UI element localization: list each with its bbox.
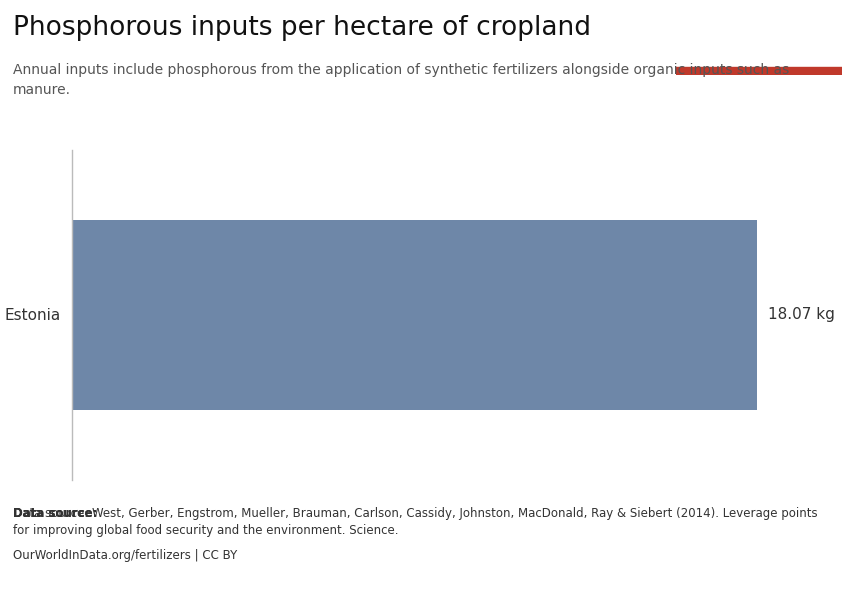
Text: 18.07 kg: 18.07 kg — [768, 307, 835, 323]
Bar — [72, 220, 756, 410]
Text: Annual inputs include phosphorous from the application of synthetic fertilizers : Annual inputs include phosphorous from t… — [13, 63, 789, 97]
Text: Our World
in Data: Our World in Data — [721, 23, 796, 52]
Text: OurWorldInData.org/fertilizers | CC BY: OurWorldInData.org/fertilizers | CC BY — [13, 549, 237, 562]
Text: Phosphorous inputs per hectare of cropland: Phosphorous inputs per hectare of cropla… — [13, 15, 591, 41]
Text: Data source:: Data source: — [13, 507, 97, 520]
Text: Data source:: Data source: — [13, 507, 97, 520]
Text: Estonia: Estonia — [5, 307, 61, 323]
Text: Data source: West, Gerber, Engstrom, Mueller, Brauman, Carlson, Cassidy, Johnsto: Data source: West, Gerber, Engstrom, Mue… — [13, 507, 818, 537]
Bar — [676, 67, 842, 75]
